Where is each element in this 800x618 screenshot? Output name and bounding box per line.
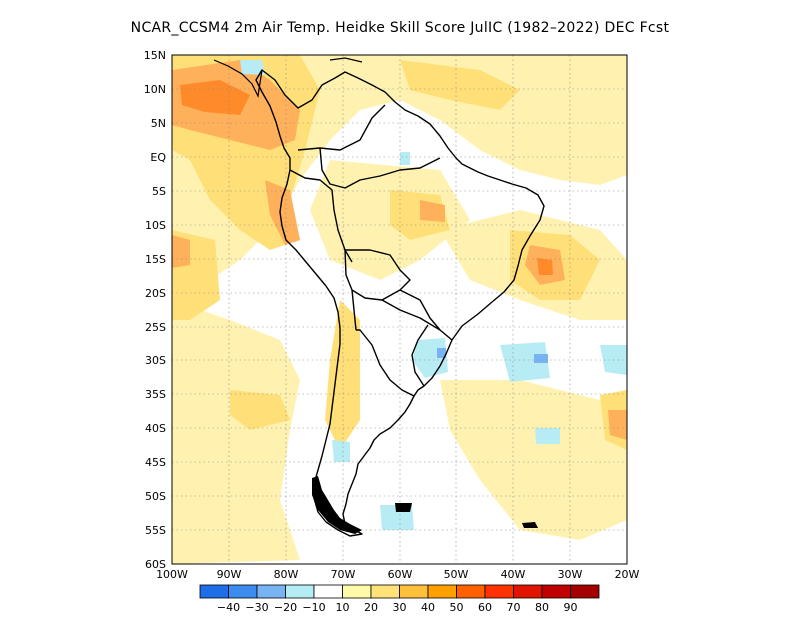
lat-tick: 10N	[144, 83, 166, 96]
colorbar-swatch	[256, 584, 286, 599]
colorbar-swatch	[342, 584, 372, 599]
colorbar-label: −40	[217, 601, 240, 614]
colorbar-label: 40	[421, 601, 435, 614]
colorbar-label: 80	[535, 601, 549, 614]
colorbar-label: 30	[393, 601, 407, 614]
colorbar-swatch	[456, 584, 486, 599]
lat-tick: 20S	[145, 287, 166, 300]
lat-tick: 40S	[145, 422, 166, 435]
lat-tick: 35S	[145, 388, 166, 401]
lat-labels: 15N 10N 5N EQ 5S 10S 15S 20S 25S 30S 35S…	[144, 49, 167, 571]
central-america	[213, 57, 363, 98]
lat-tick: 10S	[145, 219, 166, 232]
blue-areas	[437, 348, 548, 363]
lat-tick: 25S	[145, 321, 166, 334]
colorbar-swatch	[370, 584, 400, 599]
colorbar-label: −20	[274, 601, 297, 614]
negative-areas	[240, 60, 627, 530]
lon-tick: 50W	[444, 568, 469, 581]
colorbar-swatch	[399, 584, 429, 599]
colorbar-swatch	[313, 584, 343, 599]
lon-tick: 40W	[501, 568, 526, 581]
lat-tick: 30S	[145, 354, 166, 367]
colorbar-label: −10	[302, 601, 325, 614]
score-field	[172, 55, 627, 564]
lat-tick: 60S	[145, 558, 166, 571]
map-title: NCAR_CCSM4 2m Air Temp. Heidke Skill Sco…	[130, 20, 670, 36]
colorbar-swatch	[513, 584, 543, 599]
colorbar-label: −30	[245, 601, 268, 614]
colorbar-label: 50	[450, 601, 464, 614]
lat-tick: 50S	[145, 490, 166, 503]
dark-orange-areas	[180, 80, 553, 275]
lat-tick: 45S	[145, 456, 166, 469]
colorbar-swatch	[199, 584, 229, 599]
lon-tick: 30W	[558, 568, 583, 581]
lat-tick: EQ	[150, 151, 166, 164]
colorbar-label: 70	[507, 601, 521, 614]
colorbar-swatch	[427, 584, 457, 599]
colorbar-swatch	[285, 584, 315, 599]
lat-tick: 15S	[145, 253, 166, 266]
colorbar-swatch	[484, 584, 514, 599]
map-frame	[171, 54, 628, 565]
colorbar-label: 90	[564, 601, 578, 614]
lat-tick: 5S	[152, 185, 166, 198]
lon-tick: 70W	[331, 568, 356, 581]
colorbar: −40 −30 −20 −10 10 20 30 40 50 60 70 80 90	[199, 584, 600, 614]
tierra-del-fuego	[312, 476, 538, 534]
lon-tick: 100W	[156, 568, 188, 581]
lat-tick: 15N	[144, 49, 166, 62]
lon-tick: 20W	[615, 568, 640, 581]
lon-tick: 90W	[217, 568, 242, 581]
lat-tick: 5N	[151, 117, 166, 130]
coastlines	[255, 69, 545, 537]
lon-tick: 60W	[388, 568, 413, 581]
colorbar-label: 60	[478, 601, 492, 614]
lat-tick: 55S	[145, 524, 166, 537]
colorbar-label: 20	[364, 601, 378, 614]
south-america-coast	[255, 69, 545, 537]
colorbar-swatch	[570, 584, 600, 599]
colorbar-label: 10	[336, 601, 350, 614]
lon-labels: 100W 90W 80W 70W 60W 50W 40W 30W 20W	[156, 568, 639, 581]
colorbar-swatch	[541, 584, 571, 599]
lon-tick: 80W	[274, 568, 299, 581]
colorbar-swatch	[228, 584, 258, 599]
